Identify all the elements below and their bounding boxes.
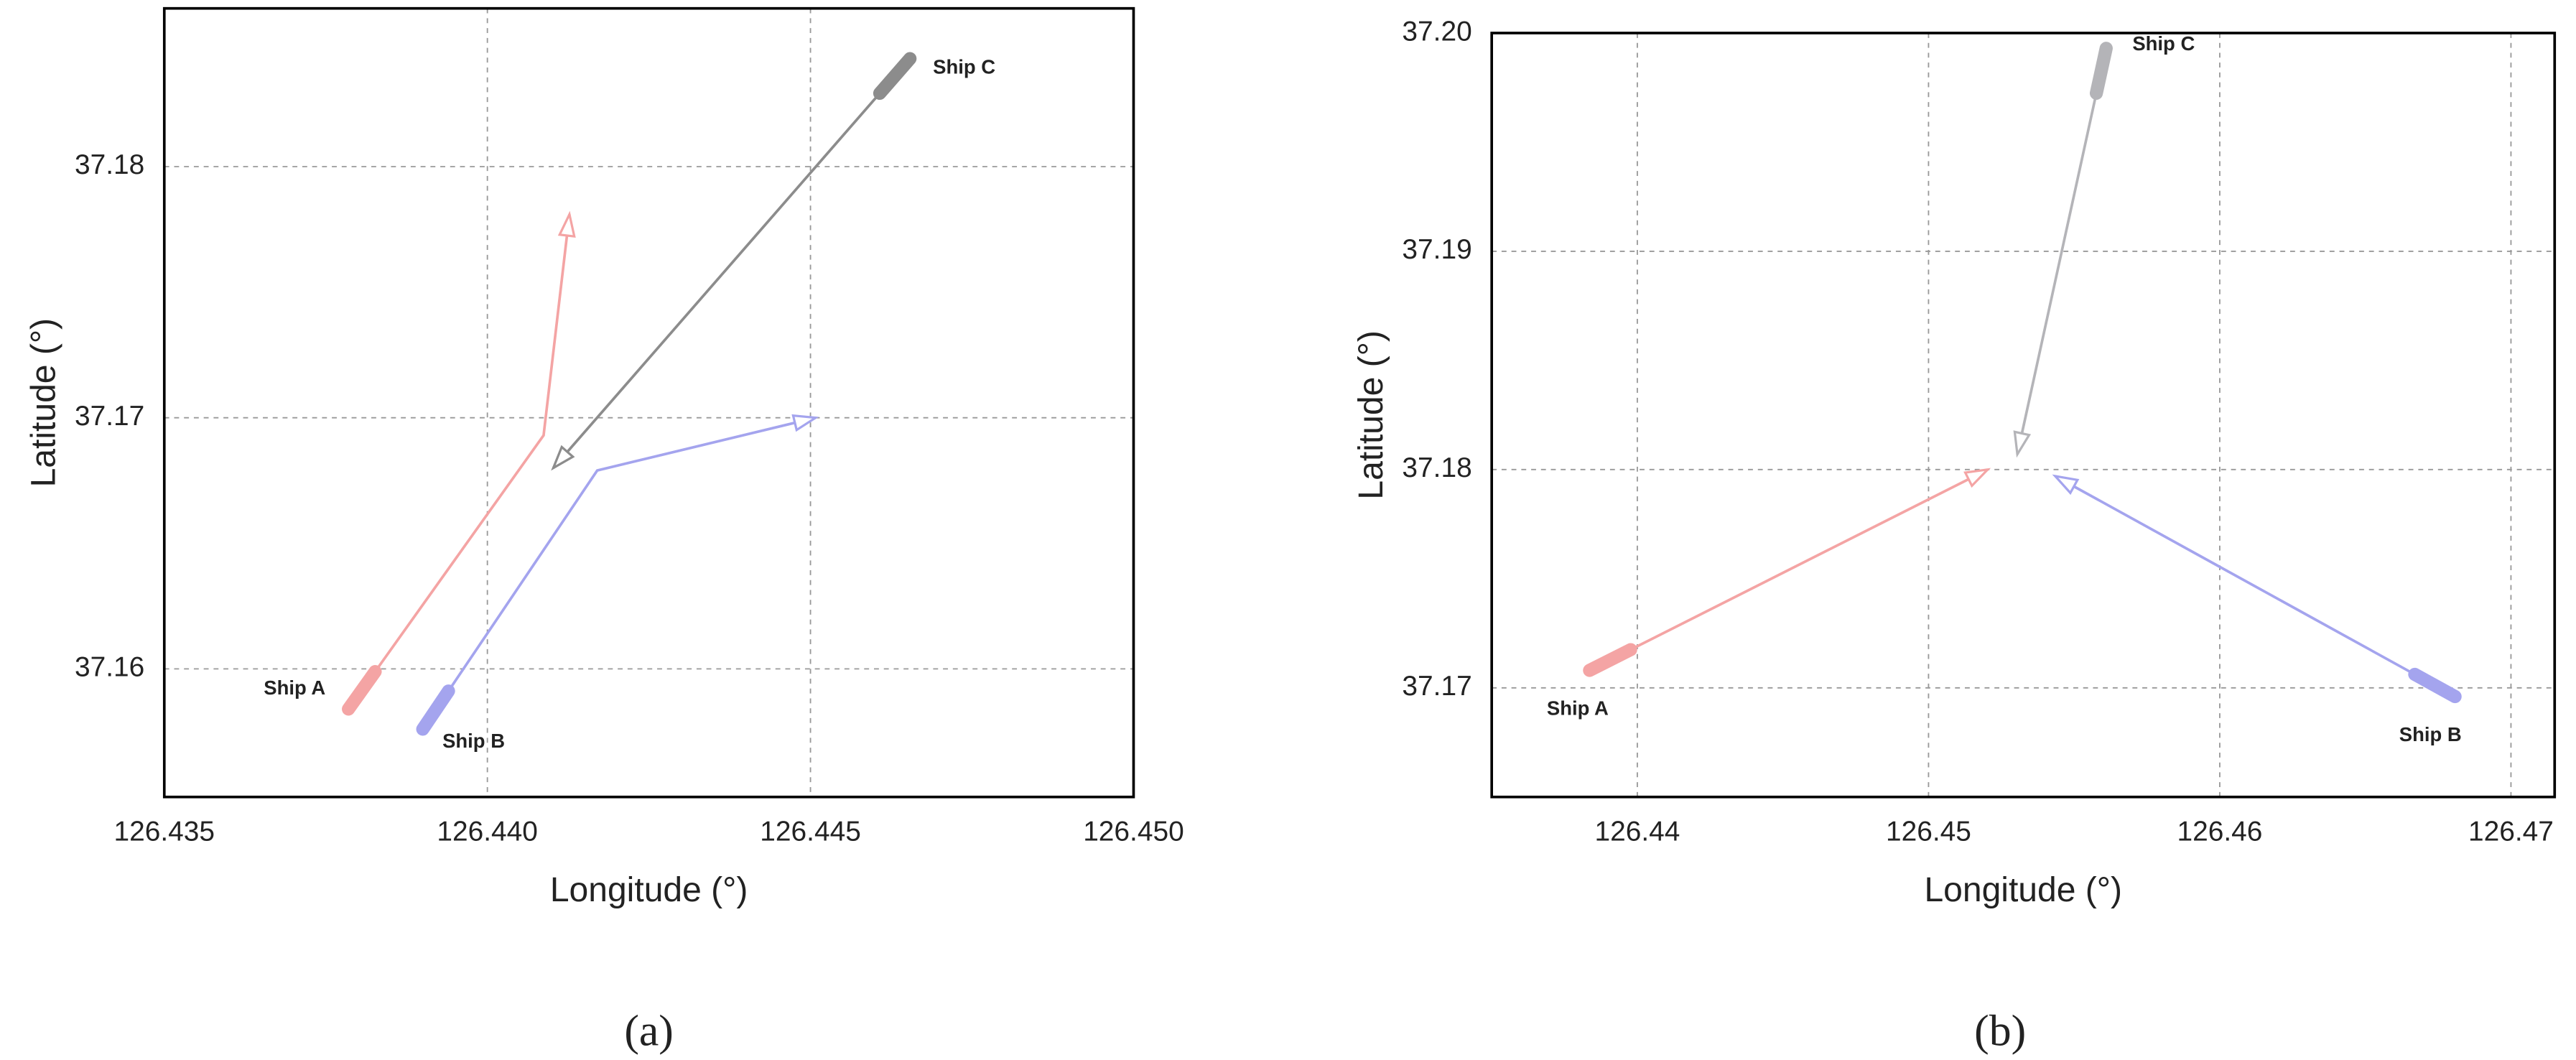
x-tick-label: 126.47	[2468, 816, 2554, 847]
ship-track	[552, 57, 911, 469]
ship-icon	[1583, 643, 1637, 677]
ship-label: Ship B	[442, 730, 505, 752]
x-axis-title: Longitude (°)	[550, 871, 748, 909]
arrow-head	[551, 445, 575, 471]
ship-track	[1589, 468, 1989, 672]
y-tick-label: 37.18	[75, 149, 144, 180]
ship-label: Ship B	[2399, 723, 2462, 745]
x-axis-title: Longitude (°)	[1924, 871, 2122, 909]
ship-icon	[2089, 42, 2113, 100]
x-tick-label: 126.44	[1594, 816, 1680, 847]
arrow-head	[2013, 430, 2032, 458]
ship-label: Ship C	[2132, 32, 2195, 55]
y-tick-label: 37.18	[1402, 452, 1471, 483]
y-tick-label: 37.17	[1402, 671, 1471, 702]
plot-frame	[162, 6, 1135, 799]
arrow-head	[2052, 474, 2080, 496]
ship-icon	[416, 684, 455, 736]
panel-label: (b)	[1974, 1007, 2026, 1056]
x-tick-label: 126.45	[1886, 816, 1971, 847]
panel-label: (a)	[624, 1007, 674, 1056]
y-tick-label: 37.17	[75, 401, 144, 432]
x-tick-label: 126.435	[113, 816, 215, 847]
x-tick-label: 126.450	[1083, 816, 1184, 847]
y-tick-label: 37.19	[1402, 234, 1471, 265]
ship-track	[2016, 47, 2108, 455]
y-axis-title: Latitude (°)	[1352, 330, 1390, 499]
y-tick-label: 37.16	[75, 652, 144, 683]
x-tick-label: 126.445	[760, 816, 861, 847]
y-tick-label: 37.20	[1402, 16, 1471, 47]
plot-frame	[1490, 32, 2557, 799]
ship-track	[422, 416, 817, 730]
x-tick-label: 126.440	[437, 816, 538, 847]
x-tick-label: 126.46	[2177, 816, 2262, 847]
ship-icon	[873, 52, 917, 101]
ship-label: Ship C	[933, 56, 995, 78]
arrow-head	[791, 414, 819, 432]
ship-track	[2054, 475, 2456, 698]
ship-label: Ship A	[264, 677, 325, 699]
arrow-head	[557, 210, 576, 238]
ship-track	[347, 214, 571, 710]
ship-label: Ship A	[1547, 697, 1609, 720]
ship-icon	[342, 665, 382, 716]
arrow-head	[1963, 468, 1991, 488]
y-axis-title: Latitude (°)	[25, 318, 63, 487]
ship-icon	[2408, 667, 2462, 704]
